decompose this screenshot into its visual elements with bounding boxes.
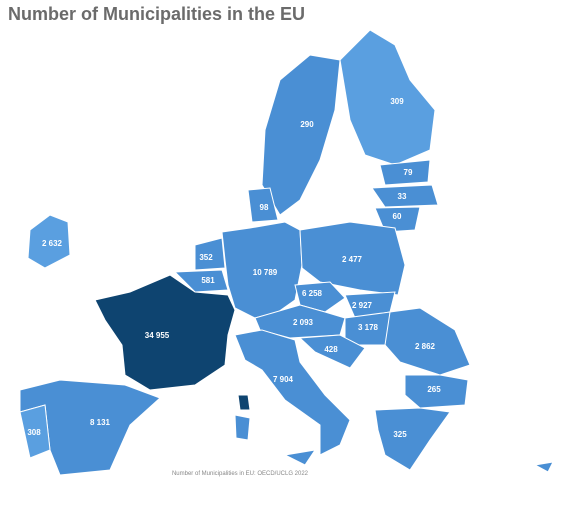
region-label: 3 178 [358, 323, 379, 332]
bulgaria [404, 374, 469, 409]
czechia [294, 281, 346, 313]
germany [221, 221, 303, 319]
denmark [247, 187, 279, 223]
region-label: 325 [393, 430, 407, 439]
italy [234, 329, 351, 456]
cyprus [533, 461, 554, 473]
croatia [298, 334, 366, 369]
region-label: 309 [390, 97, 404, 106]
sweden [261, 54, 341, 216]
ireland [27, 214, 71, 269]
region-label: 2 927 [352, 301, 373, 310]
region-label: 8 131 [90, 418, 111, 427]
region-label: 352 [199, 253, 213, 262]
region-label: 428 [324, 345, 338, 354]
countries [19, 29, 554, 476]
portugal [19, 404, 51, 459]
region-label: 34 955 [145, 331, 170, 340]
region-label: 60 [393, 212, 402, 221]
poland [299, 221, 406, 296]
region-label: 2 632 [42, 239, 63, 248]
title: Number of Municipalities in the EU [8, 4, 305, 24]
romania [384, 307, 471, 376]
corsica [237, 394, 251, 411]
region-label: 33 [398, 192, 407, 201]
region-labels: 309 290 79 33 60 98 2 632 352 581 10 789… [27, 97, 441, 439]
region-label: 7 904 [273, 375, 294, 384]
lithuania [374, 206, 421, 233]
sicily [283, 449, 317, 466]
region-label: 581 [201, 276, 215, 285]
estonia [379, 159, 431, 186]
region-label: 79 [404, 168, 413, 177]
region-label: 10 789 [253, 268, 278, 277]
region-label: 98 [260, 203, 269, 212]
finland [339, 29, 436, 166]
sardinia [234, 414, 251, 441]
region-label: 2 093 [293, 318, 314, 327]
region-label: 6 258 [302, 289, 323, 298]
greece [374, 407, 451, 471]
region-label: 290 [300, 120, 314, 129]
region-label: 308 [27, 428, 41, 437]
region-label: 265 [427, 385, 441, 394]
region-label: 2 862 [415, 342, 436, 351]
belgium [173, 269, 229, 293]
source: Number of Municipalities in EU: OECD/UCL… [172, 471, 309, 477]
latvia [371, 184, 439, 208]
region-label: 2 477 [342, 255, 363, 264]
france [94, 274, 236, 391]
netherlands [194, 237, 226, 271]
